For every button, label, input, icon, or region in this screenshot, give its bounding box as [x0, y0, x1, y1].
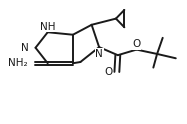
Text: NH: NH	[40, 22, 55, 32]
Text: NH₂: NH₂	[8, 58, 27, 68]
Text: O: O	[104, 67, 113, 77]
Text: N: N	[95, 49, 103, 59]
Text: O: O	[132, 39, 141, 49]
Text: N: N	[21, 43, 29, 53]
